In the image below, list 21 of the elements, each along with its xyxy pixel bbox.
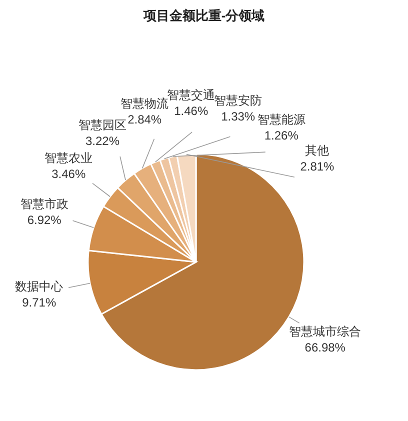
data-label: 66.98%	[304, 340, 346, 354]
slice-label: 智慧市政	[20, 197, 68, 212]
data-label: 3.22%	[86, 134, 120, 148]
slice-label: 智慧农业	[44, 151, 93, 166]
slice-label: 智慧能源	[257, 112, 306, 127]
slice-label: 智慧园区	[78, 118, 127, 132]
slice-label: 智慧城市综合	[289, 324, 362, 338]
chart-title: 项目金额比重-分领域	[142, 8, 265, 23]
slice-label: 数据中心	[15, 280, 64, 294]
data-label: 6.92%	[27, 213, 62, 228]
slice-label: 智慧交通	[167, 88, 216, 102]
data-label: 3.46%	[52, 167, 86, 182]
slice-label: 智慧安防	[214, 94, 262, 108]
data-label: 1.33%	[221, 110, 256, 124]
data-label: 1.46%	[174, 104, 208, 118]
slice-label: 其他	[305, 144, 330, 158]
data-label: 1.26%	[264, 128, 299, 143]
data-label: 9.71%	[22, 296, 56, 310]
data-label: 2.84%	[128, 112, 162, 126]
data-label: 2.81%	[300, 160, 335, 174]
slice-label: 智慧物流	[120, 96, 169, 110]
